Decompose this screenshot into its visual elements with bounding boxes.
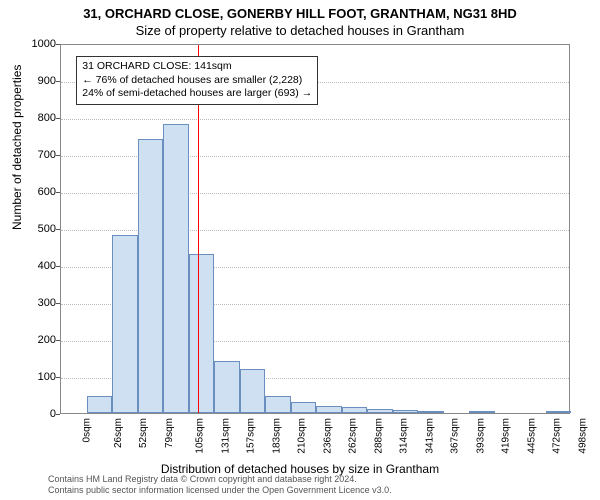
ytick-label: 700: [16, 149, 56, 161]
xtick-label: 498sqm: [577, 418, 588, 454]
bar: [240, 369, 266, 413]
bar: [418, 411, 444, 413]
xtick-label: 393sqm: [475, 418, 486, 454]
ytick-label: 0: [16, 408, 56, 420]
ytick-mark: [56, 414, 60, 415]
xtick-label: 79sqm: [164, 418, 175, 448]
xtick-label: 0sqm: [81, 418, 92, 442]
chart-container: 31, ORCHARD CLOSE, GONERBY HILL FOOT, GR…: [0, 0, 600, 500]
ytick-label: 500: [16, 223, 56, 235]
ytick-label: 300: [16, 297, 56, 309]
xtick-label: 472sqm: [552, 418, 563, 454]
ytick-mark: [56, 44, 60, 45]
ytick-mark: [56, 192, 60, 193]
xtick-label: 314sqm: [399, 418, 410, 454]
ytick-mark: [56, 303, 60, 304]
y-axis-label: Number of detached properties: [10, 65, 24, 230]
bar: [189, 254, 215, 413]
gridline: [61, 119, 569, 120]
bar: [112, 235, 138, 413]
annotation-line: 31 ORCHARD CLOSE: 141sqm: [82, 60, 312, 74]
xtick-label: 210sqm: [297, 418, 308, 454]
ytick-label: 100: [16, 371, 56, 383]
footer-attribution: Contains HM Land Registry data © Crown c…: [48, 474, 392, 496]
xtick-label: 131sqm: [220, 418, 231, 454]
ytick-label: 200: [16, 334, 56, 346]
xtick-label: 157sqm: [246, 418, 257, 454]
bar: [342, 407, 368, 413]
xtick-label: 26sqm: [113, 418, 124, 448]
bar: [214, 361, 240, 413]
bar: [393, 410, 419, 413]
bar: [87, 396, 113, 413]
xtick-label: 341sqm: [424, 418, 435, 454]
footer-line2: Contains public sector information licen…: [48, 485, 392, 496]
ytick-label: 900: [16, 75, 56, 87]
chart-title-line1: 31, ORCHARD CLOSE, GONERBY HILL FOOT, GR…: [0, 0, 600, 21]
annotation-box: 31 ORCHARD CLOSE: 141sqm← 76% of detache…: [76, 56, 318, 105]
xtick-label: 52sqm: [138, 418, 149, 448]
ytick-mark: [56, 81, 60, 82]
xtick-label: 105sqm: [195, 418, 206, 454]
bar: [316, 406, 342, 413]
xtick-label: 183sqm: [271, 418, 282, 454]
bar: [367, 409, 393, 413]
xtick-label: 445sqm: [526, 418, 537, 454]
ytick-label: 1000: [16, 38, 56, 50]
xtick-label: 236sqm: [322, 418, 333, 454]
bar: [138, 139, 164, 413]
chart-title-line2: Size of property relative to detached ho…: [0, 21, 600, 38]
ytick-label: 800: [16, 112, 56, 124]
bar: [265, 396, 291, 413]
ytick-label: 600: [16, 186, 56, 198]
ytick-mark: [56, 340, 60, 341]
annotation-line: 24% of semi-detached houses are larger (…: [82, 87, 312, 101]
bar: [469, 411, 495, 413]
plot-area: 31 ORCHARD CLOSE: 141sqm← 76% of detache…: [60, 44, 570, 414]
bar: [163, 124, 189, 413]
xtick-label: 288sqm: [373, 418, 384, 454]
ytick-mark: [56, 266, 60, 267]
bar: [291, 402, 317, 413]
xtick-label: 367sqm: [450, 418, 461, 454]
bar: [546, 411, 572, 413]
ytick-mark: [56, 155, 60, 156]
ytick-label: 400: [16, 260, 56, 272]
ytick-mark: [56, 118, 60, 119]
annotation-line: ← 76% of detached houses are smaller (2,…: [82, 74, 312, 88]
xtick-label: 419sqm: [501, 418, 512, 454]
xtick-label: 262sqm: [348, 418, 359, 454]
ytick-mark: [56, 229, 60, 230]
footer-line1: Contains HM Land Registry data © Crown c…: [48, 474, 392, 485]
ytick-mark: [56, 377, 60, 378]
